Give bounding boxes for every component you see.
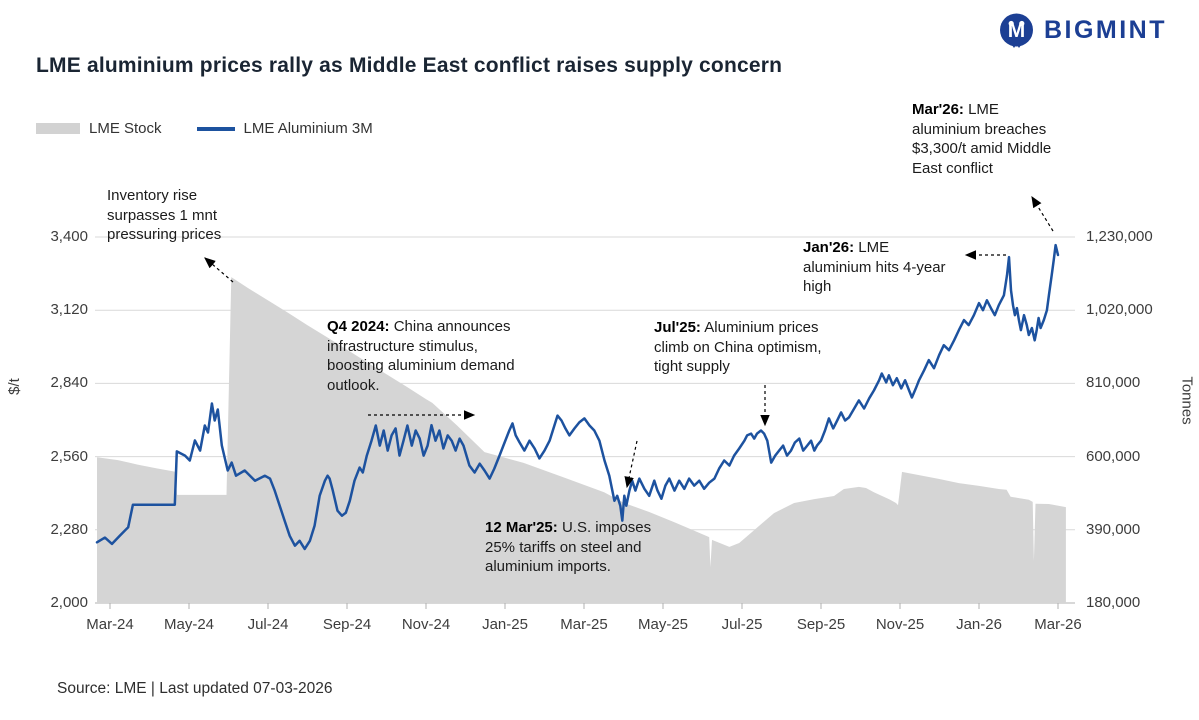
- legend-swatch-lme-aluminium: [196, 126, 235, 131]
- y-left-tick-label: 2,280: [50, 520, 88, 538]
- axis-title-tonnes: Tonnes: [1178, 376, 1196, 425]
- x-axis-tick-label: Nov-24: [401, 616, 451, 633]
- y-right-tick-label: 600,000: [1086, 447, 1141, 465]
- y-right-tick-label: 180,000: [1086, 594, 1141, 611]
- x-axis-tick-label: Mar-26: [1034, 616, 1082, 633]
- y-right-tick-label: 1,020,000: [1086, 301, 1153, 319]
- annotation-mar25-date: 12 Mar'25:: [485, 519, 558, 536]
- x-axis-tick-label: May-24: [163, 616, 215, 633]
- y-right-tick-label: 810,000: [1086, 374, 1141, 392]
- bigmint-logo-text: BIGMINT: [1043, 16, 1167, 44]
- annotation-mar26-date: Mar'26:: [912, 101, 964, 118]
- legend-label-lme-stock: LME Stock: [89, 120, 162, 137]
- lme-stock-area: [97, 277, 1066, 603]
- x-axis-tick-label: Sep-25: [796, 616, 846, 633]
- annotation-q4-date: Q4 2024:: [327, 318, 390, 335]
- arrow-mar26-breach: [1031, 195, 1054, 232]
- bigmint-logo-icon: M: [999, 13, 1033, 48]
- x-axis-tick-label: Mar-25: [560, 616, 608, 633]
- x-axis-tick-label: Mar-24: [86, 616, 134, 633]
- x-axis-tick-label: May-25: [637, 616, 689, 633]
- lme-aluminium-3m-line: [95, 243, 1060, 551]
- annotation-jul25-date: Jul'25:: [654, 319, 701, 336]
- x-axis-tick-label: Sep-24: [322, 616, 372, 633]
- page-title: LME aluminium prices rally as Middle Eas…: [36, 54, 783, 77]
- y-right-tick-label: 1,230,000: [1086, 228, 1153, 245]
- annotation-q4: Q4 2024: China announces infrastructure …: [327, 318, 515, 394]
- y-right-tick-label: 390,000: [1086, 520, 1141, 538]
- annotation-mar26: Mar'26: LME aluminium breaches $3,300/t …: [912, 101, 1052, 177]
- price-stock-plot: [95, 236, 1075, 609]
- legend: LME Stock LME Aluminium 3M: [36, 120, 373, 137]
- x-axis-tick-label: Jan-26: [956, 616, 1002, 633]
- annotation-jan26-date: Jan'26:: [803, 239, 855, 256]
- legend-swatch-lme-stock: [36, 123, 80, 134]
- annotation-mar25: 12 Mar'25: U.S. imposes 25% tariffs on s…: [485, 519, 652, 575]
- legend-label-lme-aluminium: LME Aluminium 3M: [243, 120, 373, 137]
- x-axis-tick-label: Nov-25: [875, 616, 925, 633]
- axis-title-usd-per-tonne: $/t: [5, 378, 23, 395]
- y-left-tick-label: 3,400: [50, 228, 88, 245]
- source-note: Source: LME | Last updated 07-03-2026: [57, 680, 333, 697]
- y-left-tick-label: 2,000: [50, 594, 88, 611]
- annotation-jan26: Jan'26: LME aluminium hits 4-year high: [803, 239, 946, 295]
- y-left-tick-label: 3,120: [50, 301, 88, 319]
- y-left-tick-label: 2,840: [50, 374, 88, 392]
- x-axis-tick-label: Jan-25: [482, 616, 528, 633]
- annotation-inventory: Inventory rise surpasses 1 mnt pressurin…: [107, 187, 222, 243]
- bigmint-logo: M BIGMINT: [998, 12, 1167, 49]
- x-axis-tick-label: Jul-24: [247, 616, 289, 633]
- annotation-jul25: Jul'25: Aluminium prices climb on China …: [654, 319, 822, 375]
- y-left-tick-label: 2,560: [50, 447, 88, 465]
- x-axis-tick-label: Jul-25: [721, 616, 763, 633]
